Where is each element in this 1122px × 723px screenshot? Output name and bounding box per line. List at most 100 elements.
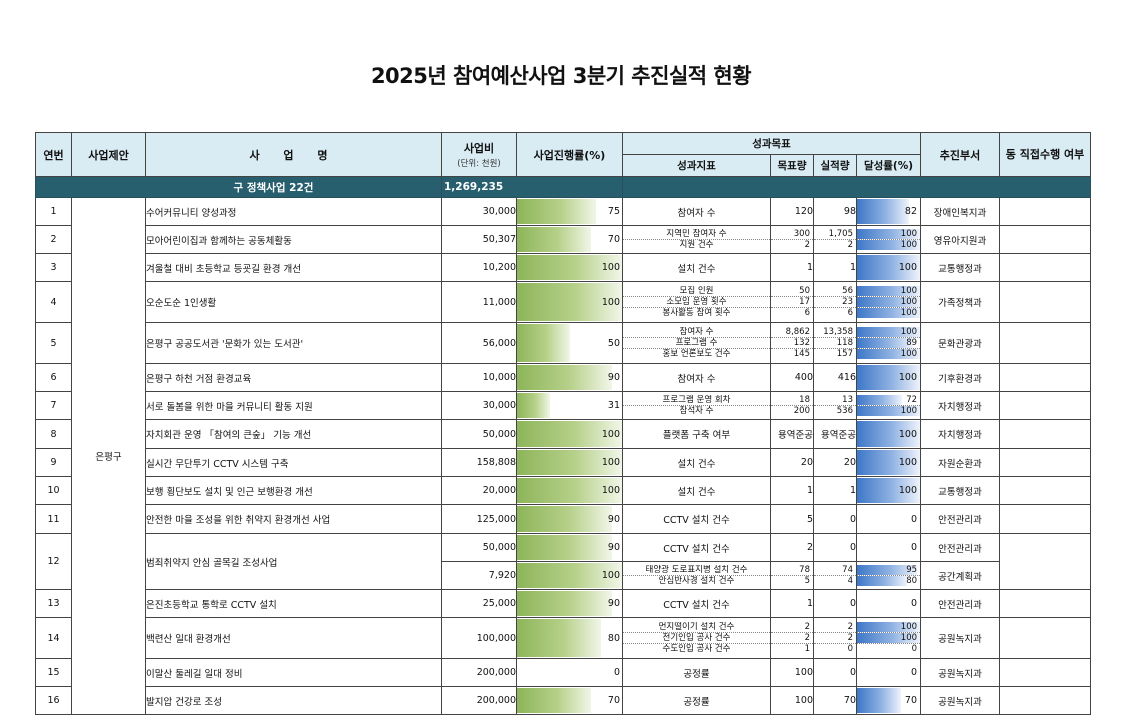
progress-value: 90 (607, 598, 620, 609)
summary-label: 구 정책사업 22건 (35, 176, 442, 198)
row-direct (999, 533, 1092, 590)
indicator-label: 태양광 도로표지병 설치 건수 (623, 565, 770, 576)
progress-cell: 80 (516, 617, 623, 659)
header-budget-label: 사업비 (463, 142, 495, 155)
progress-value: 31 (607, 400, 620, 411)
achieve-bar (857, 406, 920, 416)
indicator-cell: 참여자 수 프로그램 수 홍보 언론보도 건수 (622, 322, 771, 364)
achieve-bar (857, 622, 920, 632)
header-achieve: 달성률(%) (855, 154, 922, 177)
indicator-cell: 지역민 참여자 수 지원 건수 (622, 225, 771, 254)
target-value: 100 (770, 658, 814, 687)
row-no: 15 (35, 658, 72, 687)
row-budget: 56,000 (441, 322, 517, 364)
target-value: 1 (804, 644, 810, 654)
achieve-cell: 100 100 100 (855, 281, 922, 323)
achieve-line: 100 (857, 286, 920, 297)
row-budget: 25,000 (441, 589, 517, 618)
actual-value: 416 (813, 363, 857, 392)
target-value: 120 (770, 197, 814, 226)
row-direct (999, 281, 1092, 323)
actual-value: 536 (836, 406, 853, 416)
row-name: 은진초등학교 통학로 CCTV 설치 (145, 589, 442, 618)
indicator-label: 홍보 언론보도 건수 (662, 349, 731, 359)
progress-value: 90 (607, 372, 620, 383)
indicator-label: 설치 건수 (622, 448, 771, 477)
row-no: 12 (35, 533, 72, 590)
progress-bar (517, 421, 622, 447)
table-row: 14 백련산 일대 환경개선 100,000 80 먼지떨이기 설치 건수 전기인입 공사… (35, 617, 1092, 659)
progress-cell: 90 (516, 504, 623, 534)
achieve-line: 100 (857, 229, 920, 240)
achieve-cell: 100 (855, 448, 922, 477)
progress-value: 70 (607, 695, 620, 706)
row-dept: 공원녹지과 (920, 686, 1001, 715)
actual-value: 118 (814, 338, 856, 349)
row-budget: 10,000 (441, 363, 517, 392)
progress-value: 100 (601, 570, 620, 581)
target-value: 1 (770, 476, 814, 505)
achieve-value: 100 (900, 349, 918, 359)
progress-bar (517, 535, 612, 560)
progress-cell: 70 (516, 225, 623, 254)
row-no: 8 (35, 419, 72, 449)
progress-value: 100 (601, 485, 620, 496)
achieve-bar (857, 576, 908, 586)
achieve-value: 100 (900, 240, 918, 250)
achieve-bar (857, 229, 920, 239)
indicator-label: 참석자 수 (679, 406, 714, 416)
row-dept: 가족정책과 (920, 281, 1001, 323)
table-row: 9 실시간 무단투기 CCTV 시스템 구축 158,808 100 설치 건수 20 20… (35, 448, 1092, 477)
row-dept: 기후환경과 (920, 363, 1001, 392)
achieve-bar (857, 421, 920, 447)
row-name: 서로 돌봄을 위한 마을 커뮤니티 활동 지원 (145, 391, 442, 420)
progress-cell: 90 (516, 589, 623, 618)
row-budget: 10,200 (441, 253, 517, 282)
table-row: 2 모아어린이집과 함께하는 공동체활동 50,307 70 지역민 참여자 수 지원 건… (35, 225, 1092, 254)
actual-value: 4 (847, 576, 853, 586)
row-dept: 자치행정과 (920, 419, 1001, 449)
header-name: 사 업 명 (145, 132, 442, 177)
actual-value: 2 (814, 622, 856, 633)
achieve-value: 100 (898, 457, 918, 468)
achieve-value: 100 (900, 308, 918, 318)
achieve-value: 70 (904, 695, 918, 706)
achieve-value: 80 (906, 576, 918, 586)
actual-value: 23 (814, 297, 856, 308)
achieve-bar (857, 338, 914, 348)
row-no: 5 (35, 322, 72, 364)
achieve-bar (857, 297, 920, 307)
table-row: 8 자치회관 운영 「참여의 큰숲」 기능 개선 50,000 100 플랫폼 구축 여… (35, 419, 1092, 449)
row-dept: 교통행정과 (920, 476, 1001, 505)
row-name: 오순도순 1인생활 (145, 281, 442, 323)
header-name-text: 사 업 명 (249, 148, 338, 162)
progress-cell: 90 (516, 363, 623, 392)
target-value: 5 (770, 504, 814, 534)
target-value: 용역준공 (770, 419, 814, 449)
achieve-value: 100 (900, 406, 918, 416)
summary-amount: 1,269,235 (441, 176, 623, 198)
achieve-bar (857, 365, 920, 390)
progress-cell: 100 (516, 561, 623, 590)
achieve-value: 0 (911, 644, 918, 654)
progress-cell: 50 (516, 322, 623, 364)
achieve-bar (857, 450, 920, 475)
progress-bar (517, 365, 612, 390)
progress-cell: 100 (516, 253, 623, 282)
row-no: 7 (35, 391, 72, 420)
achieve-cell: 100 (855, 476, 922, 505)
header-proposer: 사업제안 (71, 132, 146, 177)
indicator-label: CCTV 설치 건수 (622, 533, 771, 562)
row-budget: 125,000 (441, 504, 517, 534)
header-actual: 실적량 (813, 154, 857, 177)
progress-value: 50 (607, 337, 620, 349)
target-value: 200 (793, 406, 810, 416)
achieve-bar (857, 688, 902, 713)
progress-value: 70 (607, 234, 620, 245)
actual-value: 0 (813, 658, 857, 687)
target-cell: 8,862 132 145 (770, 322, 814, 364)
row-budget: 50,000 (441, 533, 517, 562)
achieve-value: 100 (900, 622, 918, 632)
row-name: 겨울철 대비 초등학교 등굣길 환경 개선 (145, 253, 442, 282)
row-name: 은평구 공공도서관 '문화가 있는 도서관' (145, 322, 442, 364)
